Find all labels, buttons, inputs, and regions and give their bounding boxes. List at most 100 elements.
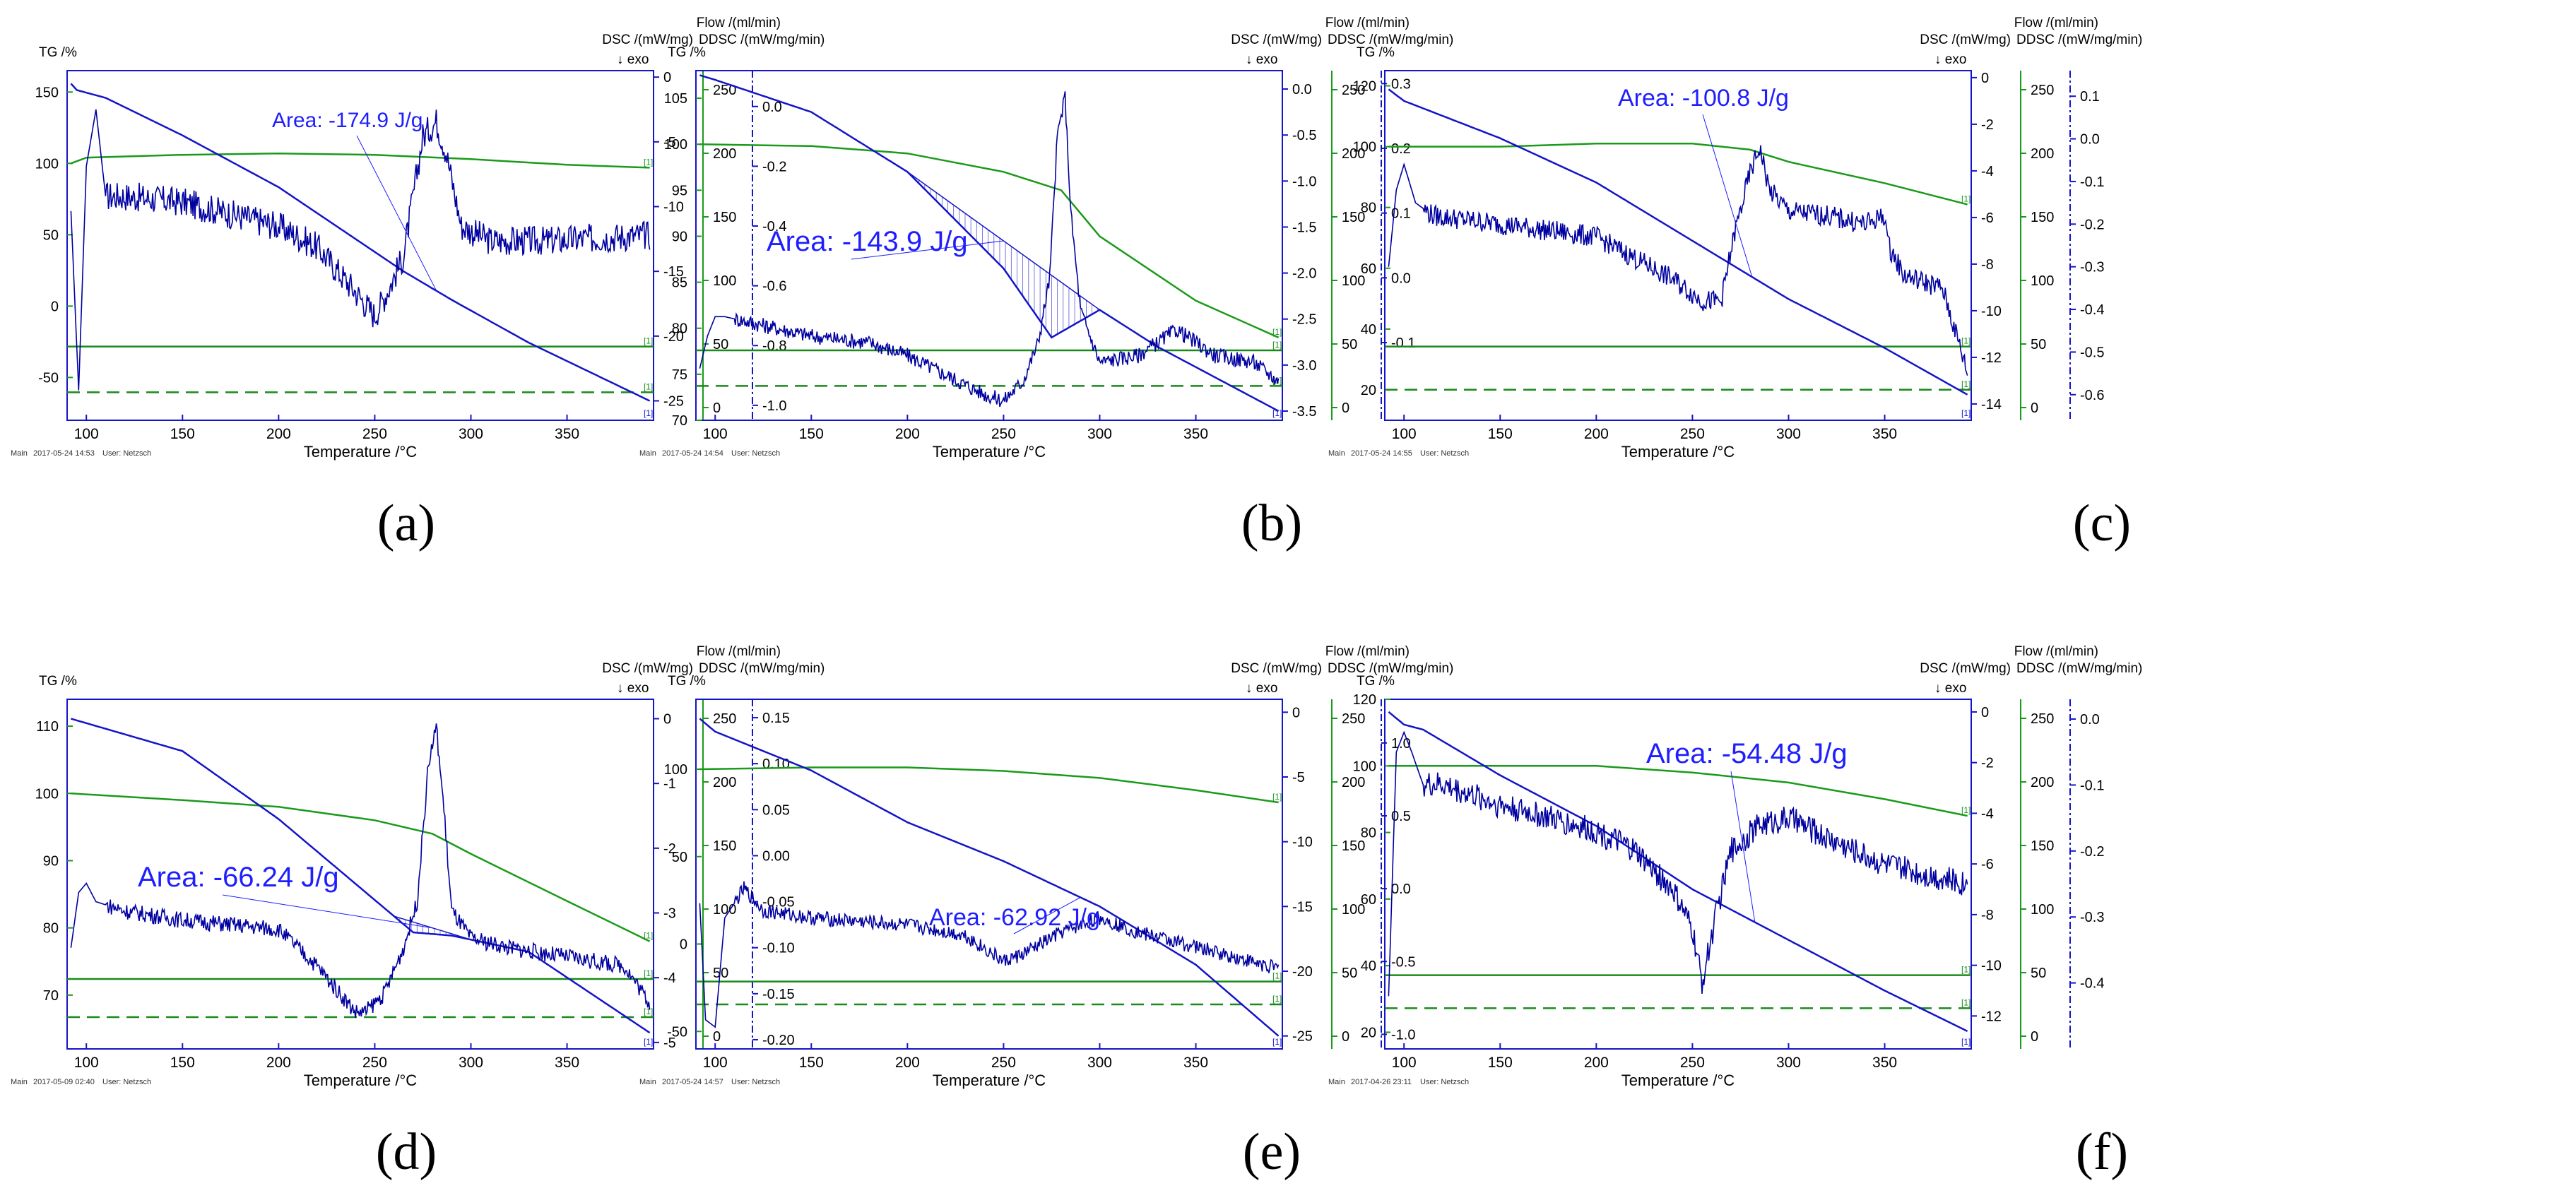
ddsc-tick-label: -0.1 (2080, 778, 2104, 793)
flow-tick-label: 150 (713, 210, 736, 225)
tg-tick-label: 110 (36, 719, 59, 735)
dsc-tick-label: -10 (1981, 304, 2002, 319)
flow-axis-title: Flow /(ml/min) (697, 16, 781, 30)
tg-tick-label: 90 (43, 853, 59, 869)
dsc-axis-title: DSC /(mW/mg) (1920, 661, 2011, 676)
ddsc-curve (1388, 730, 1968, 997)
curve-tag: [1] (644, 157, 653, 167)
flow-tick-label: 250 (713, 83, 736, 98)
flow-tick-label: 200 (713, 775, 736, 790)
flow-axis-title: Flow /(ml/min) (697, 644, 781, 659)
ddsc-tick-label: 0.3 (1391, 76, 1411, 92)
footer-main: Main (11, 1078, 28, 1086)
x-tick-label: 100 (74, 1055, 99, 1071)
flow-axis-title: Flow /(ml/min) (2014, 16, 2098, 30)
ddsc-tick-label: -0.5 (1391, 954, 1415, 970)
flow-tick-label: 0 (713, 1029, 721, 1045)
dsc-tick-label: -2.0 (1292, 266, 1316, 282)
ddsc-tick-label: 0.5 (1391, 809, 1411, 824)
x-tick-label: 350 (1183, 426, 1208, 442)
ddsc-curve (699, 91, 1280, 408)
footer-main: Main (11, 449, 28, 458)
ddsc-tick-label: 0.15 (762, 711, 790, 726)
dsc-tick-label: -5 (663, 1035, 676, 1051)
ddsc-curve (699, 881, 1280, 1028)
x-tick-label: 250 (991, 426, 1016, 442)
x-tick-label: 250 (362, 426, 387, 442)
dsc-tick-label: 0.0 (1292, 82, 1312, 97)
ddsc-curve (70, 109, 651, 391)
dsc-curve (699, 718, 1280, 1037)
x-tick-label: 150 (799, 426, 824, 442)
dsc-tick-label: -8 (1981, 257, 1994, 273)
flow-tick-label: 0 (713, 400, 721, 416)
flow-tick-label: 150 (1342, 210, 1365, 225)
panel-label: (e) (1243, 1123, 1301, 1181)
x-tick-label: 150 (1488, 1055, 1513, 1071)
ddsc-tick-label: -0.2 (2080, 844, 2104, 860)
ddsc-tick-label: 0.2 (1391, 141, 1411, 157)
exo-marker: ↓ exo (1246, 52, 1277, 67)
curve-tag: [1] (1272, 408, 1282, 418)
curve-tag: [1] (1961, 336, 1971, 346)
exo-marker: ↓ exo (1934, 52, 1966, 67)
tg-tick-label: 20 (1361, 1025, 1376, 1040)
dsc-tick-label: 0 (1981, 71, 1989, 86)
ddsc-tick-label: -0.10 (762, 941, 795, 956)
curve-tag: [1] (644, 336, 653, 346)
exo-marker: ↓ exo (1246, 681, 1277, 696)
ddsc-tick-label: -0.15 (762, 987, 795, 1002)
tg-tick-label: 60 (1361, 261, 1376, 277)
curve-tag: [1] (644, 1037, 653, 1047)
tg-axis-title: TG /% (1357, 674, 1395, 689)
area-annotation: Area: -174.9 J/g (272, 109, 423, 132)
flow-tick-label: 100 (713, 273, 736, 289)
panel-d: TG /% 110 100 90 80 70 100 150 200 250 300 350 Tempe… (11, 644, 825, 1181)
dsc-tick-label: -0.5 (1292, 128, 1316, 143)
flow-tick-label: 100 (1342, 902, 1365, 918)
footer-main: Main (1328, 1078, 1345, 1086)
dsc-tick-label: 0 (663, 712, 671, 728)
ddsc-axis-title: DDSC /(mW/mg/min) (1328, 32, 1453, 47)
dsc-tick-label: -1.5 (1292, 220, 1316, 235)
x-tick-label: 300 (459, 1055, 483, 1071)
dsc-tick-label: -10 (1981, 958, 2002, 974)
tg-tick-label: 100 (1353, 140, 1376, 155)
dsc-tick-label: -4 (1981, 806, 1994, 821)
x-tick-label: 150 (170, 426, 195, 442)
annotation-leader (222, 894, 433, 929)
footer-timestamp: 2017-05-24 14:57 (662, 1078, 723, 1086)
ddsc-tick-label: -0.8 (762, 338, 786, 354)
footer-user: User: Netzsch (731, 449, 780, 458)
x-tick-label: 100 (74, 426, 99, 442)
tg-axis-title: TG /% (39, 674, 77, 689)
integration-baseline (394, 915, 471, 941)
x-tick-label: 350 (555, 1055, 579, 1071)
ddsc-tick-label: 0.00 (762, 848, 790, 864)
dsc-tick-label: -15 (663, 264, 684, 280)
curve-tag: [1] (644, 931, 653, 941)
flow-axis-title: Flow /(ml/min) (1325, 16, 1410, 30)
x-axis-title: Temperature /°C (304, 1072, 418, 1089)
ddsc-tick-label: -1.0 (762, 398, 786, 414)
ddsc-tick-label: -0.3 (2080, 260, 2104, 275)
dsc-axis-title: DSC /(mW/mg) (1920, 32, 2011, 47)
flow-tick-label: 100 (2031, 273, 2054, 289)
panel-label: (b) (1241, 494, 1302, 552)
x-tick-label: 100 (703, 426, 728, 442)
curve-tag: [1] (1961, 194, 1971, 203)
x-tick-label: 300 (1776, 426, 1801, 442)
curve-tag: [1] (644, 968, 653, 978)
tg-tick-label: 50 (43, 227, 59, 243)
footer-main: Main (1328, 449, 1345, 458)
tg-tick-label: 120 (1353, 79, 1376, 95)
ddsc-axis-title: DDSC /(mW/mg/min) (699, 32, 825, 47)
area-annotation: Area: -143.9 J/g (767, 226, 968, 257)
flow-tick-label: 50 (2031, 337, 2046, 352)
annotation-leader (851, 240, 1004, 260)
flow-tick-label: 50 (1342, 337, 1357, 352)
footer-timestamp: 2017-05-24 14:53 (33, 449, 95, 458)
dsc-tick-label: -3 (663, 906, 676, 922)
flow-tick-label: 0 (2031, 1029, 2038, 1045)
panel-label: (f) (2076, 1123, 2128, 1181)
